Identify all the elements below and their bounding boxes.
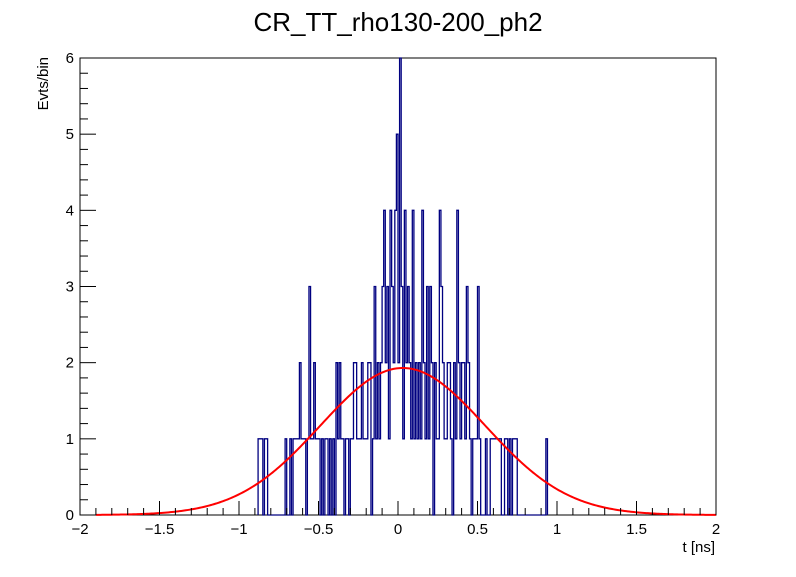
gaussian-fit-curve: [95, 366, 717, 516]
x-tick-label: 0.5: [467, 521, 488, 538]
plot-area: −2 −1.5 −1 −0.5 0 0.5 1 1.5 2 0 1 2 3 4 5 6: [66, 50, 721, 538]
y-axis-label: Evts/bin: [35, 57, 52, 110]
x-tick-label: 1.5: [626, 521, 647, 538]
y-tick-label: 0: [66, 507, 74, 524]
x-tick-label: −0.5: [304, 521, 334, 538]
y-tick-label: 3: [66, 279, 74, 296]
y-tick-label: 6: [66, 50, 74, 67]
y-tick-label: 4: [66, 202, 74, 219]
y-tick-label: 1: [66, 431, 74, 448]
x-tick-label: −1: [230, 521, 247, 538]
chart-title: CR_TT_rho130-200_ph2: [253, 7, 542, 37]
x-tick-label: 2: [712, 521, 720, 538]
x-tick-label: 1: [553, 521, 561, 538]
x-axis-label: t [ns]: [682, 539, 715, 556]
x-tick-label: 0: [394, 521, 402, 538]
x-tick-label: −1.5: [145, 521, 175, 538]
y-tick-label: 2: [66, 355, 74, 372]
y-tick-label: 5: [66, 126, 74, 143]
histogram-series: [257, 57, 549, 516]
x-tick-label: −2: [71, 521, 88, 538]
